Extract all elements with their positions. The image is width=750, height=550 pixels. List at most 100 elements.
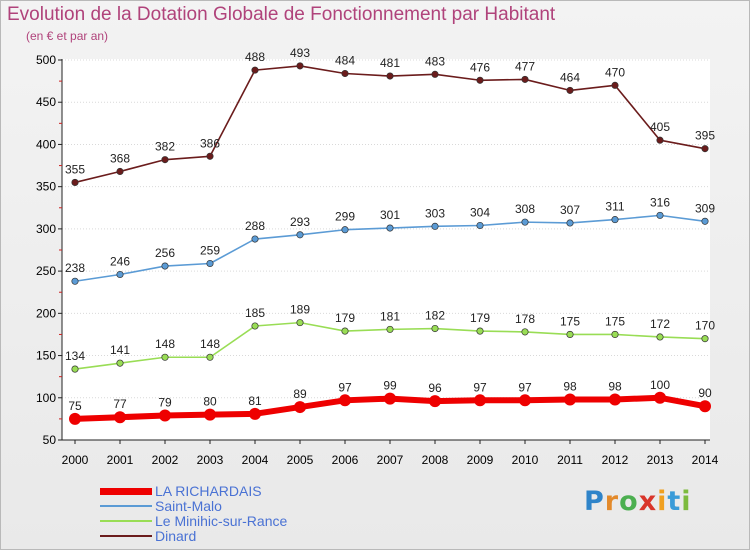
data-label: 256 <box>155 246 175 260</box>
data-point <box>701 335 709 343</box>
y-tick-label: 250 <box>36 264 56 278</box>
plot-area <box>62 59 710 440</box>
data-label: 179 <box>335 311 355 325</box>
data-label: 148 <box>155 337 175 351</box>
data-point <box>521 218 529 226</box>
data-label: 98 <box>563 379 577 393</box>
data-point <box>611 330 619 338</box>
data-label: 464 <box>560 70 580 84</box>
data-point <box>566 219 574 227</box>
x-tick-label: 2003 <box>197 453 224 467</box>
data-label: 301 <box>380 208 400 222</box>
x-tick-label: 2010 <box>512 453 539 467</box>
data-label: 476 <box>470 60 490 74</box>
data-point <box>476 76 484 84</box>
legend-swatch <box>100 505 152 507</box>
data-point <box>116 167 124 176</box>
data-point <box>611 216 619 224</box>
chart-subtitle: (en € et par an) <box>26 29 109 43</box>
data-label: 484 <box>335 54 355 68</box>
data-point <box>656 333 664 341</box>
data-point <box>251 66 259 74</box>
data-point <box>251 235 259 243</box>
data-label: 175 <box>605 314 625 328</box>
data-label: 481 <box>380 56 400 70</box>
data-point <box>521 328 529 336</box>
data-point <box>161 156 169 164</box>
data-label: 395 <box>695 129 715 143</box>
data-point <box>566 330 574 338</box>
data-point <box>251 322 259 330</box>
data-point <box>341 226 349 234</box>
data-point <box>71 277 79 285</box>
data-label: 308 <box>515 202 535 216</box>
y-tick-label: 400 <box>36 137 56 151</box>
data-label: 311 <box>605 200 624 214</box>
data-label: 90 <box>698 386 712 400</box>
data-label: 185 <box>245 306 265 320</box>
data-point <box>341 69 349 78</box>
data-label: 304 <box>470 206 490 220</box>
x-tick-label: 2001 <box>107 453 134 467</box>
data-point <box>69 412 81 425</box>
data-label: 386 <box>200 136 220 150</box>
data-point <box>474 394 486 407</box>
data-label: 405 <box>650 120 670 134</box>
data-label: 97 <box>518 380 532 394</box>
data-label: 100 <box>650 378 670 392</box>
data-label: 382 <box>155 140 175 154</box>
data-point <box>206 259 214 268</box>
y-tick-label: 300 <box>36 222 56 236</box>
data-point <box>656 136 664 144</box>
data-point <box>249 407 261 420</box>
data-point <box>476 221 484 230</box>
data-label: 141 <box>110 343 130 357</box>
data-point <box>71 365 79 373</box>
data-label: 299 <box>335 210 355 224</box>
x-tick-label: 2014 <box>692 453 719 467</box>
legend-label: Le Minihic-sur-Rance <box>155 513 288 529</box>
data-point <box>204 408 216 421</box>
data-point <box>431 70 439 78</box>
data-label: 303 <box>425 206 445 220</box>
x-tick-label: 2005 <box>287 453 314 467</box>
data-label: 89 <box>293 387 307 401</box>
data-label: 148 <box>200 337 220 351</box>
data-point <box>386 224 394 232</box>
data-label: 488 <box>245 50 265 64</box>
x-tick-label: 2000 <box>62 453 89 467</box>
data-point <box>116 270 124 279</box>
data-point <box>384 392 396 405</box>
data-label: 309 <box>695 201 715 215</box>
data-point <box>431 222 439 230</box>
x-tick-label: 2011 <box>557 453 583 467</box>
proxiti-logo: Proxiti <box>584 486 692 517</box>
data-point <box>296 231 304 239</box>
data-label: 316 <box>650 195 670 209</box>
data-point <box>654 391 666 404</box>
data-label: 189 <box>290 303 310 317</box>
data-label: 134 <box>65 349 85 363</box>
data-point <box>296 62 304 70</box>
data-point <box>699 400 711 413</box>
x-tick-label: 2004 <box>242 453 269 467</box>
data-label: 97 <box>473 380 487 394</box>
data-point <box>431 324 439 333</box>
data-label: 368 <box>110 151 130 165</box>
data-label: 307 <box>560 203 580 217</box>
data-label: 182 <box>425 309 445 323</box>
data-point <box>161 262 169 270</box>
x-tick-label: 2006 <box>332 453 359 467</box>
x-tick-label: 2009 <box>467 453 494 467</box>
data-label: 493 <box>290 46 310 60</box>
data-point <box>206 152 214 160</box>
data-point <box>521 75 529 83</box>
data-label: 80 <box>203 395 217 409</box>
data-point <box>701 145 709 153</box>
data-label: 172 <box>650 317 670 331</box>
x-tick-label: 2012 <box>602 453 629 467</box>
data-label: 79 <box>158 396 172 410</box>
data-label: 355 <box>65 162 85 176</box>
data-point <box>161 353 169 361</box>
